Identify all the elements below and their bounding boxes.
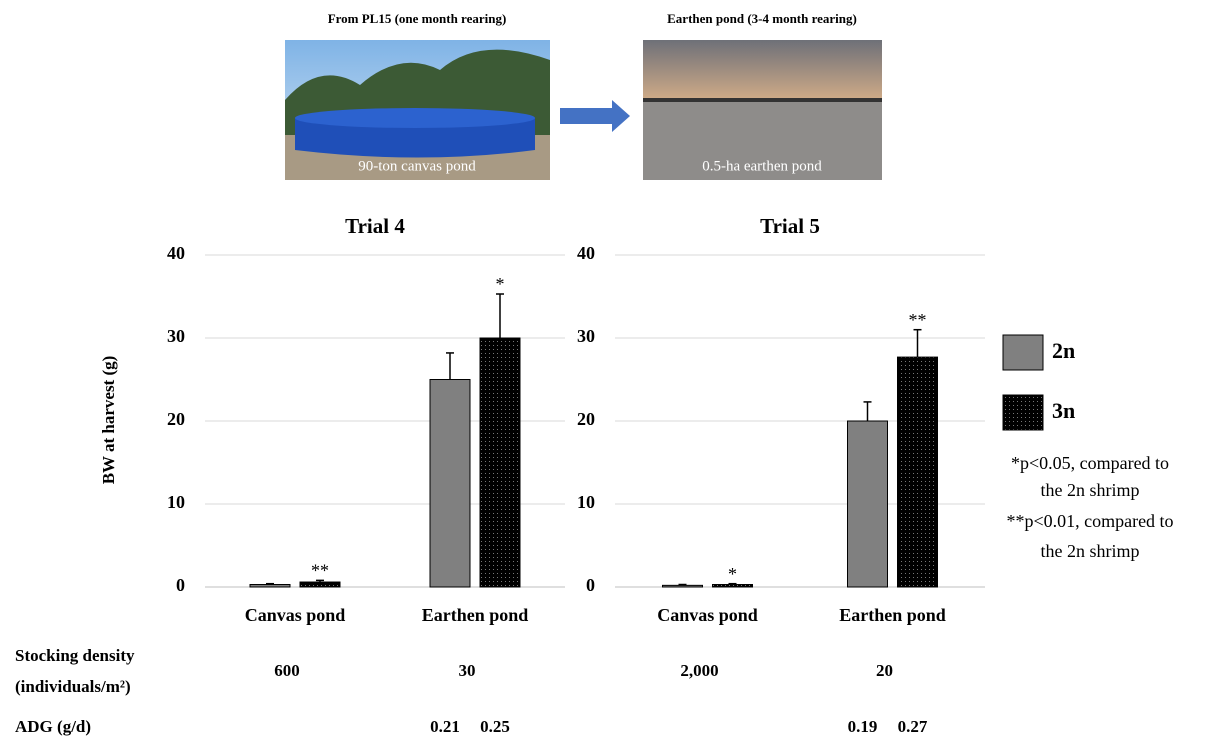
x-tick-label: Earthen pond <box>422 605 529 625</box>
photo-canvas-pond: 90-ton canvas pond <box>285 40 550 180</box>
significance: ** <box>909 310 927 330</box>
arrow <box>560 100 630 132</box>
caption: From PL15 (one month rearing) <box>328 11 507 26</box>
note: *p<0.05, compared to <box>1011 453 1169 473</box>
bar <box>713 585 753 587</box>
stocking-density: 20 <box>876 661 893 680</box>
photo-label: 90-ton canvas pond <box>358 158 476 174</box>
stocking-density: 2,000 <box>680 661 718 680</box>
legend-label: 2n <box>1052 338 1075 363</box>
y-tick-label: 40 <box>577 243 595 263</box>
bar <box>663 585 703 587</box>
y-tick-label: 10 <box>577 492 595 512</box>
x-tick-label: Earthen pond <box>839 605 946 625</box>
bar <box>898 357 938 587</box>
caption: Earthen pond (3-4 month rearing) <box>667 11 857 26</box>
y-tick-label: 10 <box>167 492 185 512</box>
chart-title: Trial 5 <box>760 214 820 238</box>
row-label: ADG (g/d) <box>15 717 91 736</box>
bar <box>848 421 888 587</box>
y-tick-label: 0 <box>586 575 595 595</box>
significance: ** <box>311 560 329 580</box>
bar <box>480 338 520 587</box>
legend-swatch <box>1003 395 1043 430</box>
x-tick-label: Canvas pond <box>657 605 758 625</box>
note: the 2n shrimp <box>1041 480 1140 500</box>
adg-value: 0.27 <box>898 717 928 736</box>
y-tick-label: 0 <box>176 575 185 595</box>
significance: * <box>496 274 505 294</box>
x-tick-label: Canvas pond <box>245 605 346 625</box>
adg-value: 0.25 <box>480 717 510 736</box>
photo-earthen-pond: 0.5-ha earthen pond <box>643 40 882 180</box>
row-label: Stocking density <box>15 646 135 665</box>
legend-swatch <box>1003 335 1043 370</box>
y-tick-label: 30 <box>167 326 185 346</box>
adg-value: 0.21 <box>430 717 460 736</box>
bar <box>250 585 290 587</box>
y-axis-label: BW at harvest (g) <box>99 356 118 485</box>
note: **p<0.01, compared to <box>1006 511 1173 531</box>
row-label: (individuals/m²) <box>15 677 131 696</box>
photo-label: 0.5-ha earthen pond <box>702 158 822 174</box>
figure: From PL15 (one month rearing) Earthen po… <box>0 0 1209 745</box>
chart-title: Trial 4 <box>345 214 405 238</box>
y-tick-label: 40 <box>167 243 185 263</box>
stocking-density: 30 <box>459 661 476 680</box>
y-tick-label: 20 <box>167 409 185 429</box>
legend-label: 3n <box>1052 398 1075 423</box>
significance: * <box>728 564 737 584</box>
adg-value: 0.19 <box>848 717 878 736</box>
bar <box>300 582 340 587</box>
y-tick-label: 30 <box>577 326 595 346</box>
y-tick-label: 20 <box>577 409 595 429</box>
note: the 2n shrimp <box>1041 541 1140 561</box>
stocking-density: 600 <box>274 661 300 680</box>
bar <box>430 380 470 588</box>
